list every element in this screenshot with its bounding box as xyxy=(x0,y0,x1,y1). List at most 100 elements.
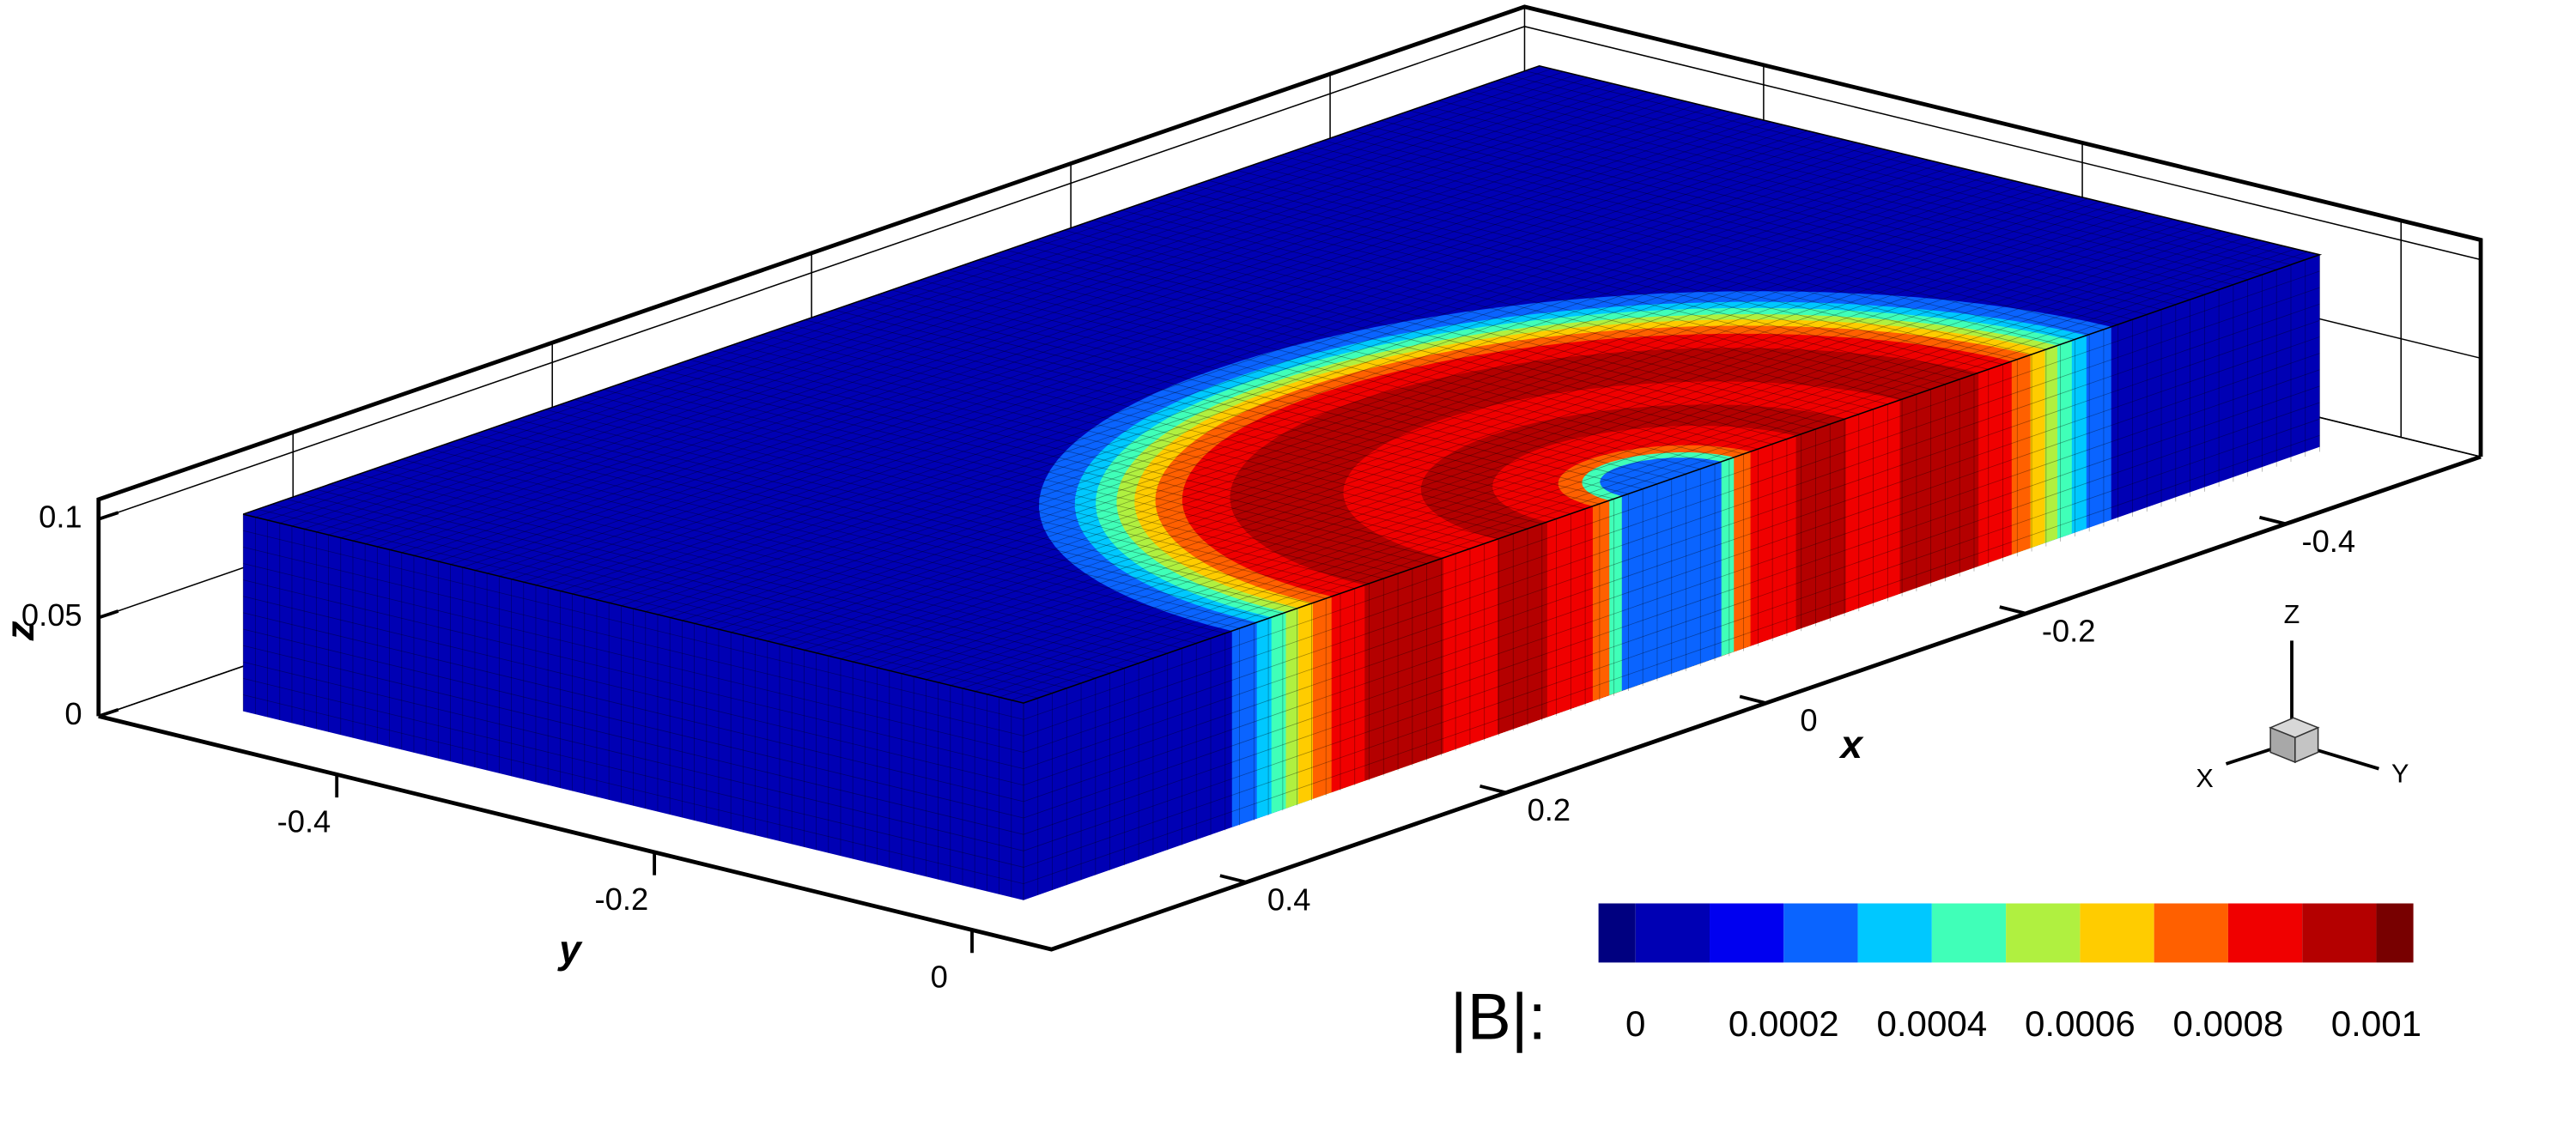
mesh-line xyxy=(588,394,1370,585)
slab-edge xyxy=(242,64,2323,704)
mesh-line xyxy=(474,121,1771,571)
mesh-line xyxy=(890,289,1672,480)
mesh-line xyxy=(1011,251,2308,701)
mesh-line xyxy=(373,469,1154,659)
mesh-line xyxy=(426,109,1722,560)
mesh-line xyxy=(779,195,2076,645)
z-tick xyxy=(98,609,119,620)
contour-band xyxy=(1621,461,1722,694)
mesh-line xyxy=(609,154,1905,603)
mesh-line xyxy=(243,303,2320,753)
z-tick xyxy=(98,511,119,521)
mesh-line xyxy=(1179,190,1960,380)
mesh-line xyxy=(1207,179,1989,370)
mesh-line xyxy=(1524,70,2306,260)
contour-band xyxy=(1600,457,1722,497)
mesh-line xyxy=(877,294,1658,485)
mesh-line xyxy=(291,77,1589,527)
mesh-line xyxy=(977,259,1759,450)
mesh-line xyxy=(1020,245,1801,435)
mesh-line xyxy=(732,344,1514,535)
mesh-line xyxy=(905,284,1686,475)
mesh-line xyxy=(401,458,1182,649)
colorbar-tick-label: 0.0006 xyxy=(2025,1003,2136,1044)
mesh-line xyxy=(926,230,2223,680)
mesh-line xyxy=(314,488,1096,679)
mesh-line xyxy=(1424,105,2205,295)
mesh-line xyxy=(962,239,2259,689)
mesh-line xyxy=(545,409,1327,599)
mesh-line xyxy=(516,419,1297,609)
y-tick-label: 0 xyxy=(931,959,948,994)
mesh-line xyxy=(1309,145,2090,336)
mesh-line xyxy=(1438,100,2220,290)
mesh-line xyxy=(690,359,1471,549)
axis-triad: X Y Z xyxy=(2196,600,2409,793)
mesh-line xyxy=(889,221,2186,671)
mesh-line xyxy=(1294,150,2075,340)
mesh-line xyxy=(413,106,1710,556)
x-tick xyxy=(1739,694,1767,705)
mesh-line xyxy=(1251,165,2032,355)
mesh-line xyxy=(631,379,1413,569)
y-tick-label: -0.4 xyxy=(277,803,331,839)
x-tick-label: -0.2 xyxy=(2042,613,2096,648)
mesh-line xyxy=(444,444,1225,634)
colorbar-band xyxy=(1635,903,1710,963)
triad-label: X xyxy=(2196,764,2213,793)
mesh-line xyxy=(828,207,2125,657)
colorbar-tick-label: 0.0002 xyxy=(1728,1003,1839,1044)
colorbar-band xyxy=(2006,903,2081,963)
mesh-line xyxy=(343,479,1125,669)
x-tick-label: 0.2 xyxy=(1528,792,1571,827)
mesh-line xyxy=(286,499,1067,689)
mesh-line xyxy=(358,474,1139,664)
mesh-line xyxy=(462,118,1759,568)
mesh-line xyxy=(992,254,1773,445)
x-tick-label: 0 xyxy=(1800,703,1817,738)
z-axis-label: z xyxy=(0,621,42,641)
y-tick-label: -0.2 xyxy=(595,881,649,917)
mesh-line xyxy=(934,275,1716,464)
mesh-line xyxy=(487,124,1783,574)
mesh-line xyxy=(340,88,1637,538)
colorbar-band xyxy=(2376,903,2414,963)
mesh-line xyxy=(416,454,1197,644)
mesh-line xyxy=(833,309,1614,500)
mesh-line xyxy=(617,384,1399,574)
mesh-line xyxy=(975,242,2271,692)
mesh-line xyxy=(646,374,1427,564)
mesh-line xyxy=(877,219,2174,669)
mesh-line xyxy=(243,319,2320,770)
mesh-line xyxy=(386,463,1168,654)
z-tick xyxy=(98,707,119,718)
colorbar-band xyxy=(1783,903,1858,963)
mesh-line xyxy=(304,80,1601,530)
mesh-line xyxy=(853,213,2149,663)
mesh-line xyxy=(1078,225,1859,415)
x-tick xyxy=(2258,515,2287,526)
triad-label: Z xyxy=(2284,600,2300,629)
mesh-line xyxy=(675,364,1456,554)
x-tick xyxy=(1999,605,2026,615)
mesh-line xyxy=(459,439,1240,629)
mesh-line xyxy=(1064,229,1845,420)
colorbar-band xyxy=(1598,903,1636,963)
mesh-line xyxy=(243,270,2320,720)
mesh-line xyxy=(761,334,1542,524)
x-tick-label: -0.4 xyxy=(2301,524,2355,559)
slab xyxy=(242,64,2323,900)
colorbar-band xyxy=(1710,903,1784,963)
mesh-line xyxy=(1453,95,2233,285)
mesh-line xyxy=(1323,140,2105,330)
colorbar-band xyxy=(2227,903,2303,963)
mesh-line xyxy=(535,136,1832,585)
mesh-line xyxy=(572,145,1869,595)
mesh-line xyxy=(948,270,1729,460)
mesh-line xyxy=(775,329,1557,519)
mesh-line xyxy=(645,162,1942,612)
mesh-line xyxy=(914,227,2210,677)
triad-label: Y xyxy=(2391,759,2409,788)
mesh-line xyxy=(279,74,1577,524)
mesh-line xyxy=(243,418,2320,868)
